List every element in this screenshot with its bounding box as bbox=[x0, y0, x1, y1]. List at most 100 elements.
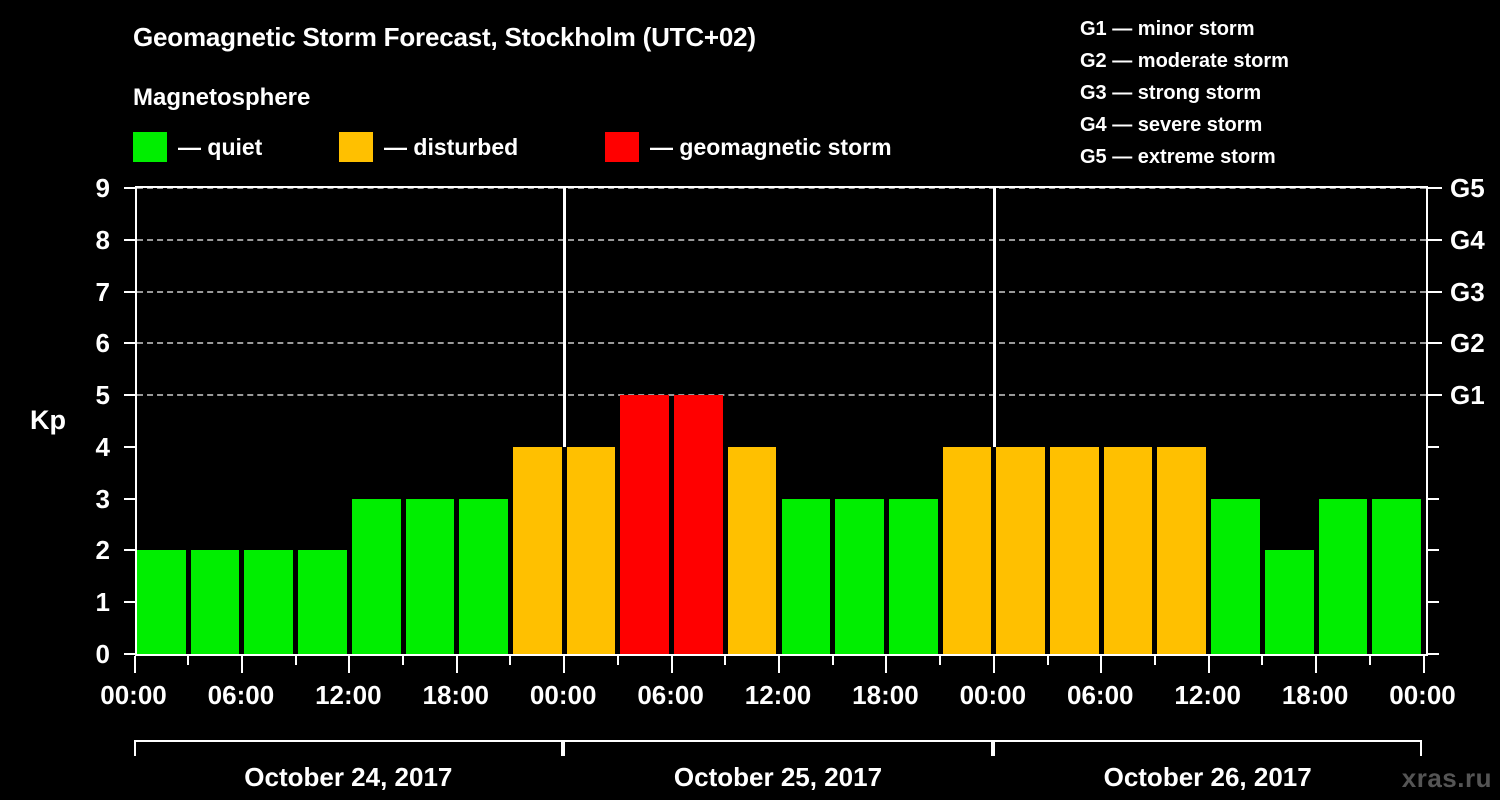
bar bbox=[298, 550, 347, 654]
g-legend-item-2: G2 — moderate storm bbox=[1080, 50, 1289, 72]
x-major-tick-12 bbox=[778, 656, 780, 673]
bar bbox=[1103, 446, 1153, 654]
y-tick-2 bbox=[124, 549, 135, 552]
x-minor-tick-17 bbox=[1046, 656, 1049, 665]
right-axis-label-G3: G3 bbox=[1450, 276, 1485, 307]
right-axis-tick-3 bbox=[1428, 497, 1439, 500]
bar bbox=[620, 395, 670, 654]
right-axis-label-G4: G4 bbox=[1450, 224, 1485, 255]
y-tick-7 bbox=[124, 290, 135, 293]
bar bbox=[942, 446, 992, 654]
right-axis-tick-2 bbox=[1428, 549, 1439, 552]
y-axis-title: Kp bbox=[30, 405, 66, 435]
y-tick-5 bbox=[124, 394, 135, 397]
bar bbox=[674, 395, 723, 654]
right-axis-label-G1: G1 bbox=[1450, 380, 1485, 411]
bar bbox=[1157, 446, 1207, 654]
bar bbox=[888, 498, 938, 654]
gridline-kp-7 bbox=[137, 290, 1426, 293]
gridline-kp-6 bbox=[137, 342, 1426, 345]
right-axis-tick-4 bbox=[1428, 445, 1439, 448]
plot-area bbox=[135, 186, 1428, 656]
x-minor-tick-7 bbox=[509, 656, 512, 665]
day-separator-2 bbox=[992, 188, 996, 447]
g-legend-item-5: G5 — extreme storm bbox=[1080, 146, 1276, 168]
right-axis-tick-7 bbox=[1428, 290, 1442, 293]
x-tick-label-7: 18:00 bbox=[852, 680, 919, 710]
y-tick-label-9: 9 bbox=[95, 173, 110, 203]
bar bbox=[1372, 498, 1421, 654]
right-axis-label-G2: G2 bbox=[1450, 328, 1485, 359]
y-tick-label-1: 1 bbox=[95, 587, 110, 618]
x-minor-tick-3 bbox=[294, 656, 297, 665]
day-label-2: October 25, 2017 bbox=[673, 762, 883, 792]
day-bracket-1 bbox=[133, 740, 564, 756]
g-scale-legend: G1 — minor storm G2 — moderate storm G3 — … bbox=[1080, 13, 1289, 173]
plot-inner bbox=[137, 188, 1426, 654]
x-major-tick-18 bbox=[1100, 656, 1103, 673]
x-tick-label-0: 00:00 bbox=[100, 680, 167, 710]
y-tick-8 bbox=[124, 238, 135, 241]
y-tick-label-8: 8 bbox=[95, 224, 110, 255]
x-major-tick-6 bbox=[455, 656, 458, 673]
y-tick-1 bbox=[124, 601, 135, 604]
legend-label-quiet: — quiet bbox=[178, 134, 263, 160]
right-axis-tick-9 bbox=[1428, 187, 1442, 189]
y-tick-0 bbox=[124, 653, 135, 655]
y-tick-4 bbox=[124, 445, 135, 448]
x-tick-label-10: 12:00 bbox=[1174, 680, 1241, 710]
right-axis-tick-0 bbox=[1428, 653, 1439, 655]
x-minor-tick-5 bbox=[402, 656, 405, 665]
gridline-kp-9 bbox=[137, 188, 1426, 189]
bar bbox=[244, 550, 294, 654]
x-major-tick-2 bbox=[240, 656, 243, 673]
x-minor-tick-15 bbox=[939, 656, 942, 665]
right-axis-tick-5 bbox=[1428, 394, 1442, 397]
bar bbox=[996, 446, 1046, 654]
y-tick-label-5: 5 bbox=[95, 380, 110, 411]
bar bbox=[1050, 446, 1099, 654]
x-major-tick-4 bbox=[348, 656, 351, 673]
x-major-tick-16 bbox=[992, 656, 995, 673]
page-title: Geomagnetic Storm Forecast, Stockholm (U… bbox=[133, 22, 756, 52]
y-tick-label-4: 4 bbox=[95, 431, 110, 462]
x-minor-tick-11 bbox=[724, 656, 727, 665]
x-tick-label-2: 12:00 bbox=[315, 680, 382, 710]
x-tick-label-6: 12:00 bbox=[744, 680, 812, 710]
y-tick-label-0: 0 bbox=[95, 639, 110, 669]
x-tick-label-5: 06:00 bbox=[637, 680, 704, 710]
day-label-3: October 26, 2017 bbox=[1103, 762, 1312, 792]
gridline-kp-5 bbox=[137, 394, 1426, 397]
right-axis-tick-1 bbox=[1428, 601, 1439, 604]
x-major-tick-24 bbox=[1422, 656, 1425, 673]
y-tick-9 bbox=[124, 187, 135, 189]
bar bbox=[781, 498, 831, 654]
x-tick-label-3: 18:00 bbox=[422, 680, 490, 710]
right-axis-label-G5: G5 bbox=[1450, 173, 1485, 203]
bar bbox=[727, 446, 777, 654]
x-tick-label-9: 06:00 bbox=[1067, 680, 1134, 710]
x-minor-tick-19 bbox=[1153, 656, 1156, 665]
bar bbox=[459, 498, 508, 654]
g-legend-item-4: G4 — severe storm bbox=[1080, 114, 1263, 136]
y-tick-3 bbox=[124, 497, 135, 500]
bar bbox=[1264, 550, 1314, 654]
x-major-tick-14 bbox=[885, 656, 888, 673]
x-major-tick-0 bbox=[133, 656, 136, 673]
day-bracket-3 bbox=[992, 740, 1423, 756]
chart-subtitle: Magnetosphere bbox=[133, 84, 311, 111]
x-minor-tick-21 bbox=[1261, 656, 1264, 665]
x-tick-label-4: 00:00 bbox=[529, 680, 597, 710]
x-minor-tick-23 bbox=[1368, 656, 1371, 665]
x-minor-tick-9 bbox=[616, 656, 619, 665]
y-tick-6 bbox=[124, 342, 135, 345]
bar bbox=[190, 550, 240, 654]
legend-swatch-geomagnetic-storm bbox=[605, 132, 639, 162]
g-legend-item-1: G1 — minor storm bbox=[1080, 18, 1255, 40]
bar bbox=[405, 498, 455, 654]
legend-swatch-disturbed bbox=[339, 132, 373, 162]
bar bbox=[512, 446, 562, 654]
day-label-1: October 24, 2017 bbox=[244, 762, 453, 792]
y-tick-label-3: 3 bbox=[95, 483, 110, 514]
